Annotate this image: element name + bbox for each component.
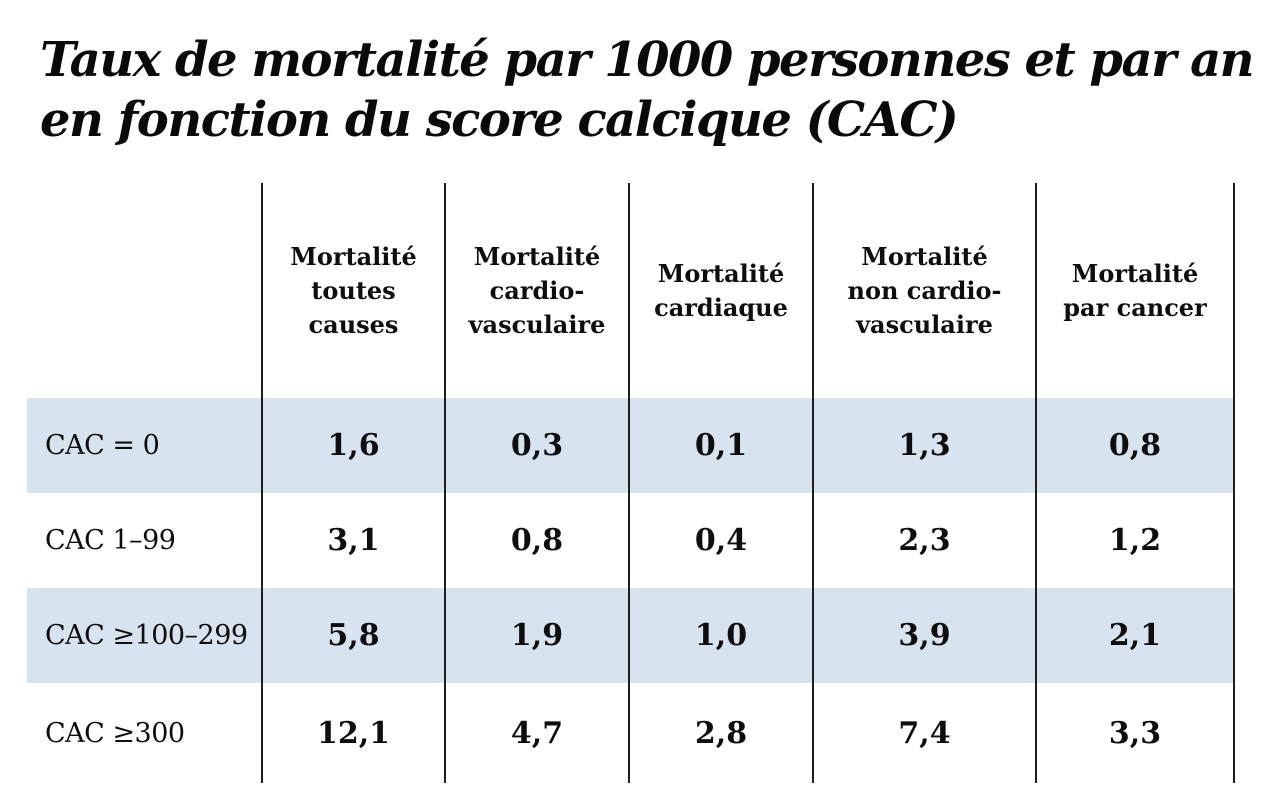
value-cell: 4,7 bbox=[444, 683, 628, 783]
value-cell: 5,8 bbox=[261, 588, 444, 683]
value-cell: 2,8 bbox=[628, 683, 812, 783]
value-cell: 1,3 bbox=[812, 398, 1035, 493]
row-label: CAC 1–99 bbox=[45, 525, 176, 556]
value-cell: 2,3 bbox=[812, 493, 1035, 588]
corner-cell bbox=[27, 183, 261, 398]
value-cell: 3,1 bbox=[261, 493, 444, 588]
value-cell: 1,0 bbox=[628, 588, 812, 683]
row-label: CAC = 0 bbox=[27, 398, 261, 493]
value-cell: 7,4 bbox=[812, 683, 1035, 783]
row-label: CAC ≥300 bbox=[45, 717, 185, 749]
value-cell: 3,3 bbox=[1035, 683, 1235, 783]
value-cell: 0,8 bbox=[444, 493, 628, 588]
column-header-cancer: Mortalité par cancer bbox=[1035, 183, 1235, 398]
value-cell: 0,8 bbox=[1035, 398, 1235, 493]
value-cell: 0,1 bbox=[628, 398, 812, 493]
value-cell: 12,1 bbox=[261, 683, 444, 783]
value-cell: 1,9 bbox=[444, 588, 628, 683]
value-cell: 1,6 bbox=[261, 398, 444, 493]
row-label: CAC ≥100–299 bbox=[27, 588, 261, 683]
column-header-toutes-causes: Mortalité toutes causes bbox=[261, 183, 444, 398]
value-cell: 3,9 bbox=[812, 588, 1035, 683]
value-cell: 0,3 bbox=[444, 398, 628, 493]
value-cell: 1,2 bbox=[1035, 493, 1235, 588]
value-cell: 2,1 bbox=[1035, 588, 1235, 683]
value-cell: 0,4 bbox=[628, 493, 812, 588]
column-header-cardiovasculaire: Mortalité cardio- vasculaire bbox=[444, 183, 628, 398]
column-header-non-cardiovasculaire: Mortalité non cardio- vasculaire bbox=[812, 183, 1035, 398]
mortality-table: Mortalité toutes causes Mortalité cardio… bbox=[27, 183, 1235, 783]
column-header-cardiaque: Mortalité cardiaque bbox=[628, 183, 812, 398]
page-title: Taux de mortalité par 1000 personnes et … bbox=[40, 32, 1255, 148]
